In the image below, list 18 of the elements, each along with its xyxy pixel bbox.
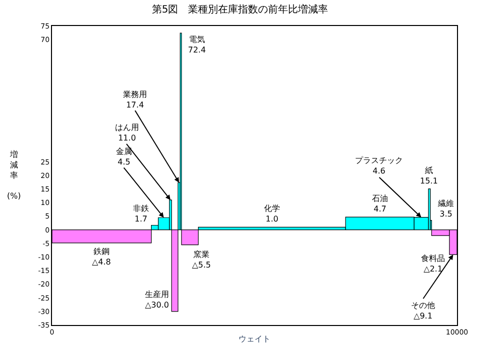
annotation: その他 △9.1: [411, 301, 435, 320]
annotation: 業務用 17.4: [123, 90, 147, 110]
annotation: 石油 4.7: [372, 194, 388, 214]
annotation: プラスチック 4.6: [355, 156, 403, 176]
x-axis-title: ウェイト: [238, 334, 270, 344]
annotation: 窯業 △5.5: [192, 250, 211, 270]
annotation: 生産用 △30.0: [145, 290, 169, 310]
annotation: 紙 15.1: [420, 166, 438, 186]
annotation: 金属 4.5: [116, 147, 132, 166]
annotation: 繊維 3.5: [437, 199, 454, 218]
text: 増減率 (%): [7, 150, 21, 201]
annotation: 食料品 △2.1: [421, 254, 445, 274]
chart-title: 第5図 業種別在庫指数の前年比増減率: [152, 3, 328, 16]
annotation: 非鉄 1.7: [133, 204, 149, 224]
annotation: 化学 1.0: [264, 204, 280, 224]
annotation: 鉄鋼 △4.8: [92, 247, 111, 266]
annotation: 電気 72.4: [188, 35, 206, 54]
annotation: はん用 11.0: [115, 123, 139, 142]
